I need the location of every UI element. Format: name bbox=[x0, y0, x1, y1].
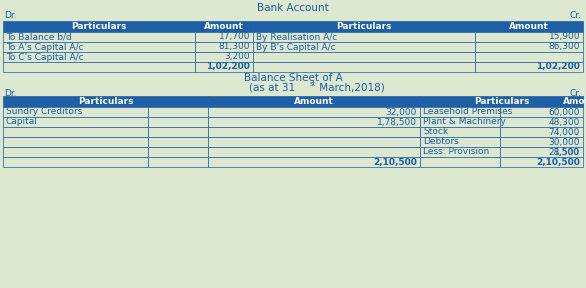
Bar bbox=[420, 107, 500, 117]
Text: Debtors: Debtors bbox=[423, 137, 459, 147]
Text: 1,500: 1,500 bbox=[554, 147, 580, 156]
Text: Leasehold Premises: Leasehold Premises bbox=[423, 107, 512, 117]
Bar bbox=[475, 21, 583, 32]
Bar bbox=[253, 32, 475, 42]
Bar bbox=[208, 107, 420, 117]
Bar bbox=[475, 32, 583, 42]
Text: Particulars: Particulars bbox=[71, 22, 127, 31]
Bar bbox=[500, 127, 583, 137]
Text: By Realisation A/c: By Realisation A/c bbox=[256, 33, 338, 41]
Text: Amount: Amount bbox=[509, 22, 549, 31]
Bar bbox=[3, 157, 148, 167]
Text: 74,000: 74,000 bbox=[548, 128, 580, 137]
Text: 60,000: 60,000 bbox=[548, 107, 580, 117]
Text: Dr.: Dr. bbox=[4, 12, 16, 20]
Bar bbox=[253, 21, 475, 32]
Bar bbox=[148, 137, 208, 147]
Bar bbox=[3, 147, 148, 157]
Bar bbox=[420, 137, 500, 147]
Bar bbox=[208, 117, 420, 127]
Bar bbox=[3, 21, 195, 32]
Text: Bank Account: Bank Account bbox=[257, 3, 329, 13]
Bar bbox=[148, 157, 208, 167]
Text: Balance Sheet of A: Balance Sheet of A bbox=[244, 73, 342, 83]
Bar bbox=[195, 52, 253, 62]
Text: Particulars: Particulars bbox=[473, 97, 529, 106]
Text: Stock: Stock bbox=[423, 128, 448, 137]
Text: March,2018): March,2018) bbox=[316, 82, 385, 92]
Bar bbox=[253, 42, 475, 52]
Bar bbox=[500, 157, 583, 167]
Bar bbox=[420, 127, 500, 137]
Bar bbox=[208, 96, 420, 107]
Bar bbox=[208, 127, 420, 137]
Bar bbox=[500, 107, 583, 117]
Text: 48,300: 48,300 bbox=[548, 118, 580, 126]
Text: 1,78,500: 1,78,500 bbox=[377, 118, 417, 126]
Bar bbox=[500, 137, 583, 147]
Bar bbox=[195, 62, 253, 72]
Text: 2,10,500: 2,10,500 bbox=[373, 158, 417, 166]
Bar bbox=[3, 32, 195, 42]
Text: Amount: Amount bbox=[563, 97, 586, 106]
Bar bbox=[475, 52, 583, 62]
Text: 86,300: 86,300 bbox=[548, 43, 580, 52]
Text: Particulars: Particulars bbox=[78, 97, 133, 106]
Bar bbox=[420, 147, 500, 157]
Bar bbox=[148, 117, 208, 127]
Bar bbox=[148, 107, 208, 117]
Bar bbox=[475, 62, 583, 72]
Text: Cr.: Cr. bbox=[570, 90, 582, 98]
Text: Plant & Machinery: Plant & Machinery bbox=[423, 118, 506, 126]
Bar bbox=[208, 137, 420, 147]
Text: Sundry Creditors: Sundry Creditors bbox=[6, 107, 82, 117]
Bar bbox=[3, 107, 148, 117]
Bar bbox=[420, 157, 500, 167]
Bar bbox=[195, 42, 253, 52]
Bar bbox=[195, 21, 253, 32]
Text: Dr.: Dr. bbox=[4, 90, 16, 98]
Text: Less: Provision: Less: Provision bbox=[423, 147, 489, 156]
Text: Particulars: Particulars bbox=[336, 22, 392, 31]
Bar bbox=[253, 62, 475, 72]
Bar bbox=[208, 157, 420, 167]
Text: To A’s Capital A/c: To A’s Capital A/c bbox=[6, 43, 83, 52]
Text: 1,02,200: 1,02,200 bbox=[206, 62, 250, 71]
Bar bbox=[3, 137, 148, 147]
Bar bbox=[3, 127, 148, 137]
Text: 17,700: 17,700 bbox=[219, 33, 250, 41]
Bar bbox=[500, 147, 583, 157]
Text: Cr.: Cr. bbox=[570, 12, 582, 20]
Text: 81,300: 81,300 bbox=[219, 43, 250, 52]
Bar bbox=[3, 42, 195, 52]
Text: 2,10,500: 2,10,500 bbox=[536, 158, 580, 166]
Text: 30,000: 30,000 bbox=[548, 137, 580, 147]
Text: (as at 31: (as at 31 bbox=[249, 82, 295, 92]
Bar bbox=[3, 117, 148, 127]
Text: To C’s Capital A/c: To C’s Capital A/c bbox=[6, 52, 84, 62]
Text: Amount: Amount bbox=[204, 22, 244, 31]
Bar bbox=[208, 147, 420, 157]
Bar bbox=[420, 117, 500, 127]
Bar bbox=[148, 127, 208, 137]
Text: Capital: Capital bbox=[6, 118, 38, 126]
Bar bbox=[148, 147, 208, 157]
Text: To Balance b/d: To Balance b/d bbox=[6, 33, 71, 41]
Text: Amount: Amount bbox=[294, 97, 334, 106]
Text: 32,000: 32,000 bbox=[386, 107, 417, 117]
Text: 3,200: 3,200 bbox=[224, 52, 250, 62]
Text: 28,500: 28,500 bbox=[548, 147, 580, 156]
Text: st: st bbox=[310, 82, 316, 88]
Text: 15,900: 15,900 bbox=[548, 33, 580, 41]
Bar bbox=[3, 62, 195, 72]
Bar bbox=[420, 96, 583, 107]
Bar bbox=[195, 32, 253, 42]
Text: By B’s Capital A/c: By B’s Capital A/c bbox=[256, 43, 336, 52]
Bar bbox=[500, 117, 583, 127]
Bar bbox=[3, 96, 208, 107]
Bar bbox=[3, 52, 195, 62]
Text: 1,02,200: 1,02,200 bbox=[536, 62, 580, 71]
Bar bbox=[475, 42, 583, 52]
Bar bbox=[253, 52, 475, 62]
